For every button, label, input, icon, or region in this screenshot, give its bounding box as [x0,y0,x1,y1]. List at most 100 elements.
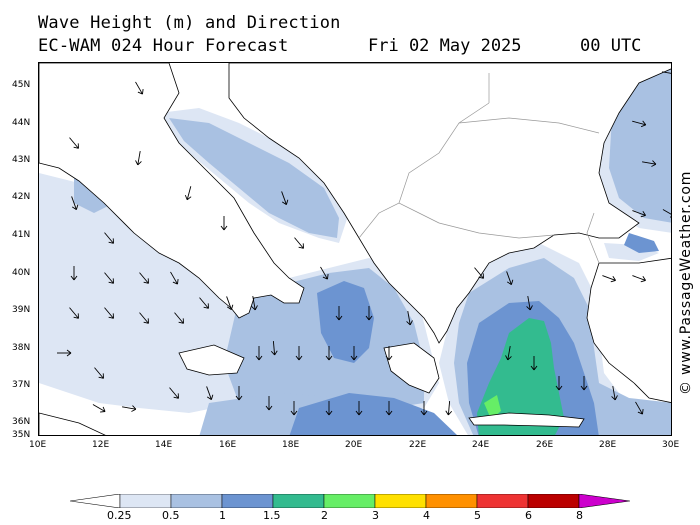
band-05-adriatic [169,118,339,238]
direction-arrow [632,120,647,128]
direction-arrow [385,346,393,361]
legend-label-6: 6 [525,509,532,522]
direction-arrow [122,405,137,412]
border-4 [458,117,600,134]
direction-arrow [57,349,72,357]
direction-arrow [169,387,179,399]
lon-label-24e: 24E [472,440,490,450]
direction-arrow [325,401,333,416]
band-05-blacksea [609,68,671,223]
direction-arrow [92,404,106,413]
wave-map [39,63,671,435]
land-crete [468,412,585,428]
lon-label-14e: 14E [155,440,173,450]
legend-swatch-0-5 [170,494,223,508]
direction-arrow [526,296,533,311]
wave-direction-arrows [57,71,671,416]
direction-arrow [174,312,184,324]
band-05-northtyrrhenian [74,178,114,213]
direction-arrow [530,356,538,371]
band-2-crete-north [484,395,501,419]
legend-label-0-5: 0.5 [162,509,180,522]
band-1-south [289,393,457,435]
direction-arrow [580,376,588,391]
direction-arrow [226,296,234,310]
direction-arrow [662,71,671,75]
direction-arrow [355,401,363,416]
legend-swatch-1 [221,494,274,508]
land-africa [39,412,106,435]
legend-colorbar [70,494,630,508]
direction-arrow [555,376,563,391]
lat-label-38n: 38N [12,343,31,353]
direction-arrow [104,232,114,244]
band-1-marmara [624,233,659,253]
direction-arrow [506,271,514,285]
title-line-1: Wave Height (m) and Direction [38,13,341,33]
land [39,63,671,435]
direction-arrow [335,306,343,321]
legend-arrow-left [70,494,121,508]
direction-arrow [385,401,393,416]
direction-arrow [295,346,303,361]
legend-label-1-5: 1.5 [263,509,281,522]
direction-arrow [632,275,646,283]
legend-label-3: 3 [372,509,379,522]
direction-arrow [294,237,304,249]
copyright-credit: © www.PassageWeather.com [678,170,694,395]
lat-label-35n: 35N [12,430,31,440]
lat-label-37n: 37N [12,380,31,390]
direction-arrow [642,160,657,167]
direction-arrow [135,151,142,166]
direction-arrow [104,307,114,319]
direction-arrow [602,275,616,283]
legend-label-5: 5 [474,509,481,522]
lon-label-30e: 30E [662,440,680,450]
direction-arrow [290,401,298,416]
legend-swatch-1-5 [272,494,325,508]
lat-label-42n: 42N [12,192,31,202]
lat-label-45n: 45N [12,80,31,90]
direction-arrow [265,396,273,411]
land-sicily [178,344,245,376]
legend-swatch-3 [374,494,427,508]
direction-arrow [632,210,646,218]
direction-arrow [505,346,512,361]
map-panel[interactable] [38,62,672,436]
direction-arrow [255,346,263,361]
lat-label-43n: 43N [12,155,31,165]
direction-arrow [139,312,149,324]
direction-arrow [350,346,358,361]
legend-arrow-right [578,494,630,508]
direction-arrow [420,401,428,416]
direction-arrow [70,266,78,281]
direction-arrow [69,307,79,319]
lon-label-16e: 16E [219,440,237,450]
direction-arrow [325,346,333,361]
direction-arrow [104,272,114,284]
legend-label-8: 8 [576,509,583,522]
direction-arrow [251,296,258,311]
forecast-time: 00 UTC [580,36,642,56]
direction-arrow [235,386,243,401]
title-line-2: EC-WAM 024 Hour Forecast [38,36,289,56]
borders [358,73,600,264]
border-3 [438,222,555,239]
legend-label-2: 2 [321,509,328,522]
direction-arrow [365,306,373,321]
direction-arrow [139,272,149,284]
forecast-date: Fri 02 May 2025 [368,36,522,56]
direction-arrow [69,137,79,149]
land-peloponnese [383,342,440,394]
direction-arrow [474,267,484,279]
direction-arrow [199,297,209,309]
direction-arrow [406,311,413,326]
lon-label-26e: 26E [536,440,554,450]
direction-arrow [94,367,104,379]
legend-swatch-0-25 [119,494,172,508]
legend-label-1: 1 [219,509,226,522]
direction-arrow [135,81,144,95]
border-6 [586,212,600,264]
band-05-ionian [224,268,424,413]
direction-arrow [270,340,278,356]
